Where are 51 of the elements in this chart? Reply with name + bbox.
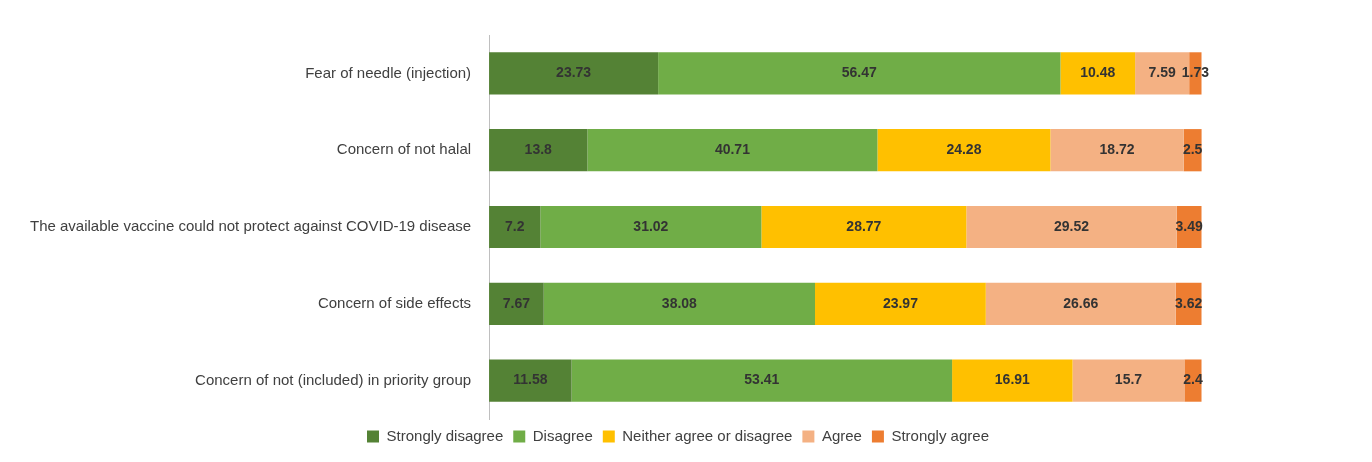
bar	[489, 205, 541, 249]
data-label: 13.8	[524, 141, 553, 158]
data-label: 7.59	[1148, 64, 1176, 81]
y-tick-label: Fear of needle (injection)	[305, 63, 472, 81]
data-label: 7.67	[502, 294, 531, 311]
y-tick-label: Concern of not (included) in priority group	[195, 370, 472, 388]
y-tick-label: Concern of side effects	[317, 293, 472, 311]
legend-label: Strongly disagree	[386, 426, 504, 444]
data-label: 7.2	[504, 217, 525, 234]
bar	[952, 359, 1073, 402]
bar	[815, 282, 986, 325]
data-label: 40.71	[714, 141, 751, 158]
bar	[489, 359, 572, 402]
data-label: 18.72	[1099, 141, 1135, 158]
data-label: 16.91	[994, 371, 1031, 388]
bar	[571, 359, 953, 402]
data-label: 31.02	[633, 217, 669, 234]
bar	[877, 129, 1051, 172]
data-label: 10.48	[1080, 64, 1116, 81]
data-label: 29.52	[1053, 217, 1090, 234]
data-label: 28.77	[846, 217, 882, 234]
legend-label: Neither agree or disagree	[622, 426, 793, 444]
data-label: 24.28	[946, 141, 982, 158]
bar	[540, 205, 762, 249]
bar	[1072, 359, 1185, 402]
data-label: 56.47	[841, 64, 878, 81]
data-label: 53.41	[744, 371, 780, 388]
bar	[489, 282, 544, 325]
bar	[761, 205, 967, 249]
data-label: 3.62	[1174, 294, 1203, 311]
legend-label: Disagree	[532, 426, 593, 444]
data-label: 26.66	[1063, 294, 1099, 311]
bar	[587, 129, 878, 172]
data-label: 23.73	[556, 64, 592, 81]
bar	[985, 282, 1176, 325]
data-label: 38.08	[661, 294, 698, 311]
legend-label: Strongly agree	[891, 426, 989, 444]
data-label: 11.58	[513, 371, 548, 388]
bar	[489, 129, 588, 172]
data-label: 2.5	[1182, 141, 1203, 158]
bar	[1060, 52, 1136, 95]
bar	[1050, 129, 1184, 172]
y-tick-label: The available vaccine could not protect against COVID-19 disease	[29, 217, 472, 235]
legend-label: Agree	[821, 426, 862, 444]
bar	[543, 282, 816, 325]
y-tick-label: Concern of not halal	[336, 140, 472, 158]
data-label: 15.7	[1114, 371, 1143, 388]
data-label: 23.97	[882, 294, 919, 311]
bar	[658, 52, 1061, 95]
bar	[966, 205, 1177, 249]
bar	[489, 52, 659, 95]
